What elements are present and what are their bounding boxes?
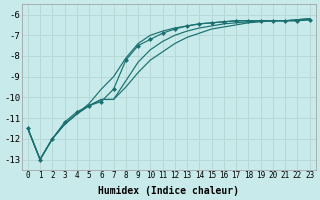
X-axis label: Humidex (Indice chaleur): Humidex (Indice chaleur)	[98, 186, 239, 196]
